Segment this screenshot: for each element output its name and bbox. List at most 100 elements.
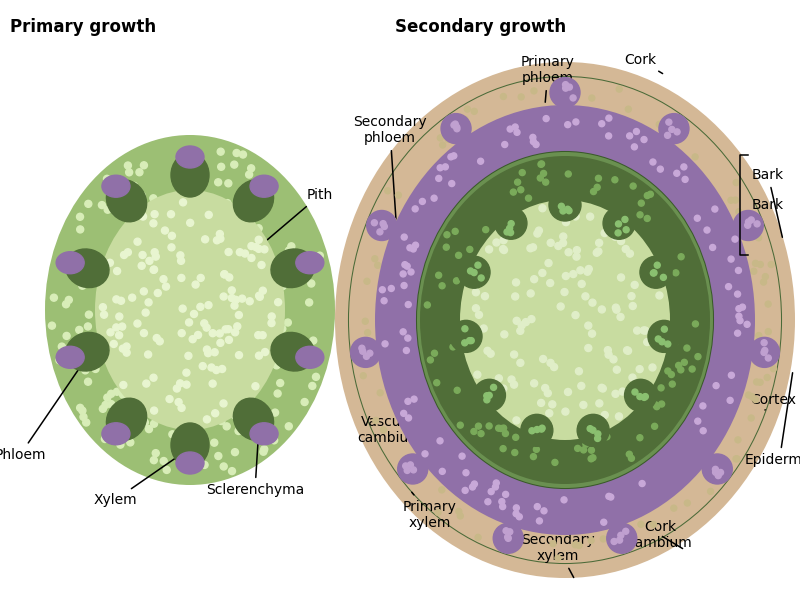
- Circle shape: [478, 431, 484, 437]
- Circle shape: [595, 175, 602, 181]
- Circle shape: [542, 179, 549, 185]
- Circle shape: [214, 179, 222, 186]
- Circle shape: [406, 415, 411, 421]
- Circle shape: [507, 230, 514, 236]
- Circle shape: [209, 380, 216, 387]
- Circle shape: [411, 396, 417, 402]
- Circle shape: [598, 384, 605, 391]
- Circle shape: [733, 456, 739, 462]
- Circle shape: [718, 469, 723, 475]
- Circle shape: [155, 415, 162, 422]
- Circle shape: [213, 366, 220, 374]
- Circle shape: [172, 415, 178, 422]
- Circle shape: [380, 220, 386, 227]
- Circle shape: [458, 513, 463, 519]
- Ellipse shape: [349, 77, 781, 563]
- Circle shape: [246, 171, 253, 178]
- Circle shape: [540, 355, 546, 362]
- Circle shape: [506, 231, 514, 238]
- Circle shape: [504, 229, 510, 235]
- Text: Vascular
cambium: Vascular cambium: [358, 362, 422, 445]
- Circle shape: [538, 426, 545, 432]
- Circle shape: [470, 484, 475, 490]
- Circle shape: [102, 435, 109, 443]
- Circle shape: [410, 467, 417, 473]
- Circle shape: [353, 356, 358, 362]
- Circle shape: [565, 249, 572, 256]
- Circle shape: [455, 252, 462, 258]
- Circle shape: [207, 279, 214, 286]
- Circle shape: [225, 326, 232, 333]
- Circle shape: [502, 491, 509, 497]
- Circle shape: [539, 425, 545, 431]
- Circle shape: [259, 331, 266, 339]
- Circle shape: [217, 235, 224, 242]
- Circle shape: [118, 323, 126, 330]
- Circle shape: [496, 425, 502, 431]
- Circle shape: [475, 311, 482, 318]
- Circle shape: [644, 192, 650, 198]
- Circle shape: [663, 132, 669, 138]
- Circle shape: [220, 293, 227, 300]
- Circle shape: [260, 448, 267, 455]
- Circle shape: [764, 374, 770, 381]
- Circle shape: [517, 327, 524, 334]
- Circle shape: [373, 418, 378, 424]
- Circle shape: [644, 216, 650, 222]
- Circle shape: [508, 376, 515, 383]
- Ellipse shape: [417, 152, 713, 488]
- Circle shape: [494, 480, 499, 486]
- Circle shape: [191, 205, 198, 211]
- Circle shape: [514, 179, 521, 185]
- Circle shape: [574, 247, 580, 254]
- Circle shape: [204, 272, 210, 279]
- Circle shape: [671, 505, 677, 511]
- Circle shape: [159, 307, 166, 314]
- Circle shape: [222, 327, 230, 333]
- Ellipse shape: [271, 249, 314, 287]
- Circle shape: [512, 293, 518, 300]
- Circle shape: [139, 251, 146, 258]
- Circle shape: [546, 280, 554, 286]
- Circle shape: [589, 299, 596, 306]
- Circle shape: [268, 313, 275, 320]
- Ellipse shape: [56, 346, 84, 368]
- Circle shape: [169, 431, 176, 438]
- Circle shape: [208, 364, 215, 371]
- Circle shape: [490, 384, 497, 390]
- Circle shape: [360, 348, 366, 354]
- Ellipse shape: [474, 380, 506, 411]
- Circle shape: [260, 420, 266, 426]
- Circle shape: [715, 473, 722, 479]
- Circle shape: [693, 321, 698, 327]
- Circle shape: [437, 438, 443, 444]
- Circle shape: [513, 417, 520, 424]
- Circle shape: [395, 192, 402, 198]
- Circle shape: [462, 326, 468, 332]
- Circle shape: [236, 249, 243, 255]
- Circle shape: [478, 158, 484, 164]
- Circle shape: [441, 123, 447, 129]
- Circle shape: [114, 388, 121, 395]
- Text: Bark: Bark: [752, 168, 784, 237]
- Circle shape: [286, 247, 293, 254]
- Circle shape: [98, 201, 106, 208]
- Circle shape: [49, 322, 55, 329]
- Circle shape: [673, 270, 679, 276]
- Circle shape: [277, 380, 284, 387]
- Circle shape: [176, 358, 183, 365]
- Circle shape: [134, 214, 142, 222]
- Circle shape: [518, 94, 524, 100]
- Circle shape: [138, 192, 146, 199]
- Circle shape: [379, 287, 386, 293]
- Circle shape: [177, 252, 184, 259]
- Circle shape: [650, 159, 656, 165]
- Circle shape: [495, 375, 502, 382]
- Ellipse shape: [450, 320, 482, 352]
- Circle shape: [501, 247, 507, 254]
- Circle shape: [530, 380, 538, 387]
- Circle shape: [401, 283, 407, 289]
- Circle shape: [623, 227, 629, 233]
- Circle shape: [447, 125, 454, 131]
- Circle shape: [761, 340, 767, 346]
